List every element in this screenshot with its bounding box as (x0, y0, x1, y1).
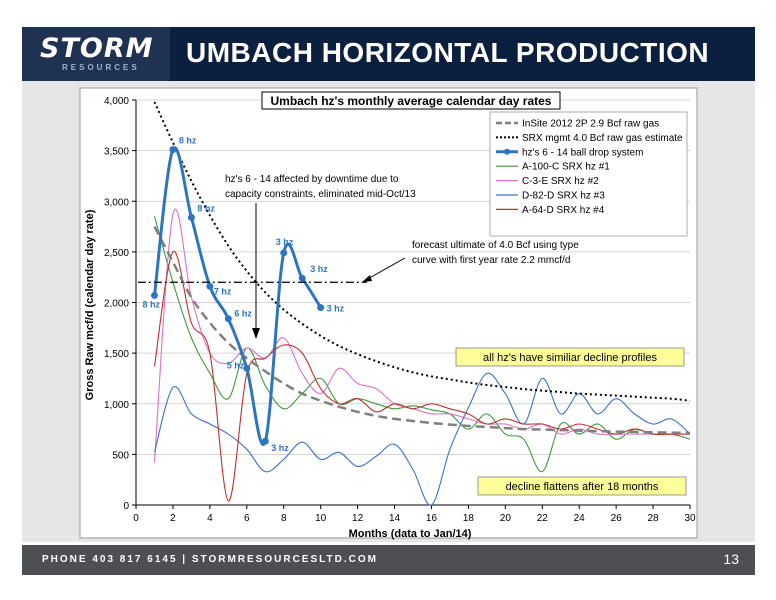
series-markers (150, 146, 325, 445)
page-number: 13 (723, 551, 739, 567)
ball-drop-point (280, 249, 288, 257)
ball-drop-point (243, 364, 251, 372)
x-tick-label: 30 (684, 513, 696, 524)
point-labels: 8 hz 8 hz 8 hz 7 hz 6 hz 5 hz 3 hz 3 hz 3 hz 3 hz (142, 136, 344, 454)
ball-drop-point (206, 282, 214, 290)
y-tick-label: 3,500 (104, 147, 129, 158)
y-tick-label: 3,000 (104, 197, 129, 208)
decline-profiles-callout (455, 347, 685, 367)
x-tick-label: 8 (281, 513, 287, 524)
footer-bar: PHONE 403 817 6145 | STORMRESOURCESLTD.C… (22, 545, 755, 575)
point-label: 7 hz (214, 286, 232, 296)
point-label: 3 hz (327, 304, 345, 314)
point-label: 6 hz (234, 309, 252, 319)
x-axis-ticks: 0 2 4 6 8 10 12 14 16 18 20 22 24 26 28 30 (133, 505, 696, 524)
y-tick-label: 2,000 (104, 299, 129, 310)
series-lines (153, 101, 691, 506)
x-axis-label: Months (data to Jan/14) (349, 528, 472, 540)
legend-entry: SRX mgmt 4.0 Bcf raw gas estimate (522, 133, 683, 144)
x-tick-label: 10 (315, 513, 327, 524)
footer-contact: PHONE 403 817 6145 | STORMRESOURCESLTD.C… (42, 554, 378, 565)
point-label: 8 hz (142, 299, 160, 309)
slide-title: UMBACH HORIZONTAL PRODUCTION (186, 37, 710, 68)
legend-entry: A-100-C SRX hz #1 (522, 162, 610, 173)
series-line-5 (153, 372, 691, 506)
legend-entry: hz's 6 - 14 ball drop system (522, 147, 643, 158)
chart-title-box (261, 91, 561, 110)
forecast-arrowhead (362, 275, 372, 282)
decline-profiles-text: all hz's have similiar decline profiles (483, 352, 657, 364)
series-line-2 (153, 146, 322, 446)
x-tick-label: 16 (426, 513, 438, 524)
x-tick-label: 12 (352, 513, 364, 524)
x-tick-label: 4 (207, 513, 213, 524)
series-line-1 (153, 101, 691, 402)
y-tick-label: 1,000 (104, 400, 129, 411)
y-axis-label: Gross Raw mcf/d (calendar day rate) (84, 209, 96, 400)
ball-drop-point (187, 213, 195, 221)
legend-entry: D-82-D SRX hz #3 (522, 191, 605, 202)
y-tick-label: 1,500 (104, 349, 129, 360)
ball-drop-point (150, 291, 158, 299)
y-axis-ticks: 0 500 1,000 1,500 2,000 2,500 3,000 3,500 4,000 (104, 96, 136, 512)
x-tick-label: 22 (537, 513, 549, 524)
legend: InSite 2012 2P 2.9 Bcf raw gas SRX mgmt 4… (496, 119, 683, 216)
x-tick-label: 18 (463, 513, 475, 524)
point-label: 3 hz (310, 264, 328, 274)
annotation-downtime-line2: capacity constraints, eliminated mid-Oct… (225, 189, 416, 200)
logo-subtitle: RESOURCES (62, 63, 140, 72)
y-tick-label: 2,500 (104, 248, 129, 259)
chart-title: Umbach hz's monthly average calendar day… (271, 94, 552, 108)
downtime-arrowhead (252, 328, 260, 339)
point-label: 8 hz (179, 136, 197, 146)
x-tick-label: 2 (170, 513, 176, 524)
point-label: 8 hz (197, 203, 215, 213)
legend-box (489, 111, 688, 237)
legend-entry: C-3-E SRX hz #2 (522, 176, 599, 187)
company-logo: STORM RESOURCES (22, 27, 170, 81)
x-tick-label: 28 (648, 513, 660, 524)
ball-drop-point (224, 315, 232, 323)
annotation-forecast-line2: curve with first year rate 2.2 mmcf/d (412, 255, 570, 266)
point-label: 5 hz (227, 360, 245, 370)
annotation-downtime-line1: hz's 6 - 14 affected by downtime due to (225, 174, 399, 185)
point-label: 3 hz (276, 237, 294, 247)
y-tick-label: 0 (123, 501, 129, 512)
logo-wordmark: STORM (40, 33, 154, 64)
header-bar: STORM RESOURCES UMBACH HORIZONTAL PRODUC… (22, 27, 755, 81)
x-tick-label: 26 (611, 513, 623, 524)
series-line-6 (153, 251, 690, 502)
decline-flattens-callout (477, 476, 687, 496)
x-tick-label: 24 (574, 513, 586, 524)
ball-drop-point (317, 304, 325, 312)
x-tick-label: 20 (500, 513, 512, 524)
point-label: 3 hz (271, 443, 289, 453)
y-tick-label: 4,000 (104, 96, 129, 107)
x-tick-label: 14 (389, 513, 401, 524)
ball-drop-point (169, 146, 177, 154)
forecast-arrow (363, 257, 406, 282)
ball-drop-point (261, 437, 269, 445)
series-line-0 (153, 226, 691, 435)
legend-marker (504, 148, 510, 155)
x-tick-label: 0 (133, 513, 139, 524)
legend-entry: InSite 2012 2P 2.9 Bcf raw gas (522, 119, 659, 130)
y-tick-label: 500 (112, 450, 129, 461)
x-tick-label: 6 (244, 513, 250, 524)
annotation-forecast-line1: forecast ultimate of 4.0 Bcf using type (412, 240, 579, 251)
decline-flattens-text: decline flattens after 18 months (506, 481, 659, 493)
legend-entry: A-64-D SRX hz #4 (522, 205, 605, 216)
ball-drop-point (298, 274, 306, 282)
